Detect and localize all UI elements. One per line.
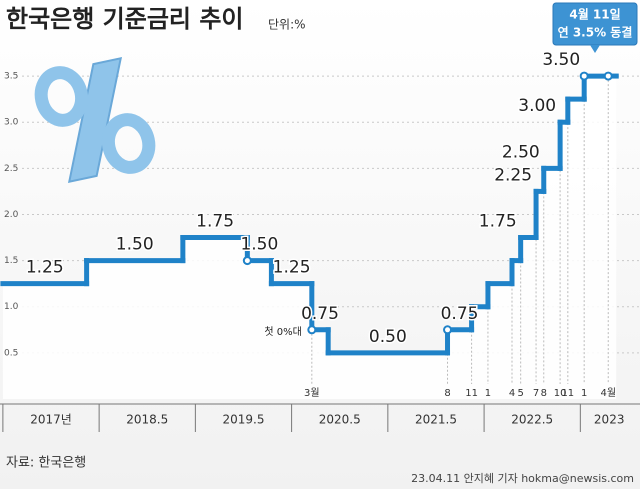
unit-label: 단위:%: [268, 18, 306, 32]
annotation: 첫 0%대: [264, 326, 301, 338]
month-label: 4월: [600, 387, 616, 399]
y-tick-label: 2.5: [4, 164, 18, 174]
x-tick-label: 2022.5: [511, 413, 553, 427]
month-label: 3월: [304, 387, 320, 399]
value-label: 2.25: [494, 165, 532, 185]
point-marker: [443, 325, 453, 335]
credit: 23.04.11 안지혜 기자 hokma@newsis.com: [411, 472, 634, 485]
callout-pointer: [590, 45, 600, 53]
month-label: 11: [465, 388, 478, 399]
callout-text: 연 3.5% 동결: [558, 25, 633, 40]
y-tick-label: 1.5: [4, 256, 18, 266]
month-label: 11: [561, 388, 574, 399]
point-marker: [603, 71, 613, 81]
month-label: 1: [485, 388, 491, 399]
y-tick-label: 1.0: [4, 302, 19, 312]
value-label: 1.50: [116, 235, 154, 255]
x-tick-label: 2020.5: [319, 413, 361, 427]
x-tick-label: 2021.5: [415, 413, 457, 427]
value-label: 3.00: [518, 96, 556, 116]
value-label: 1.25: [273, 258, 311, 278]
value-label: 0.75: [441, 304, 479, 324]
point-marker: [307, 325, 317, 335]
y-tick-label: 2.0: [4, 210, 19, 220]
month-label: 7: [533, 388, 539, 399]
percent-icon: [34, 57, 156, 183]
area: [2, 76, 617, 400]
value-label: 1.75: [479, 212, 517, 232]
month-label: 5: [517, 388, 523, 399]
y-tick-label: 0.5: [4, 348, 18, 358]
month-label: 8: [541, 388, 547, 399]
x-tick-label: 2018.5: [126, 413, 168, 427]
callout-text: 4월 11일: [569, 7, 620, 22]
value-label: 3.50: [542, 50, 580, 70]
y-tick-label: 3.0: [4, 118, 19, 128]
chart-title: 한국은행 기준금리 추이: [6, 5, 244, 33]
callout: 4월 11일 연 3.5% 동결: [552, 2, 638, 53]
month-label: 4: [509, 388, 515, 399]
point-marker: [579, 71, 589, 81]
point-marker: [242, 256, 252, 266]
value-label: 0.50: [369, 327, 407, 347]
value-label: 1.75: [196, 212, 234, 232]
month-label: 10: [554, 388, 567, 399]
x-tick-label: 2017년: [30, 413, 72, 427]
x-tick-label: 2019.5: [222, 413, 264, 427]
y-tick-label: 3.5: [4, 72, 18, 82]
month-label: 8: [444, 388, 450, 399]
month-label: 1: [581, 388, 587, 399]
source: 자료: 한국은행: [6, 455, 86, 471]
value-label: 2.50: [502, 142, 540, 162]
value-label: 1.25: [26, 258, 64, 278]
x-tick-label: 2023: [594, 413, 625, 427]
value-label: 0.75: [301, 304, 339, 324]
value-label: 1.50: [240, 235, 278, 255]
